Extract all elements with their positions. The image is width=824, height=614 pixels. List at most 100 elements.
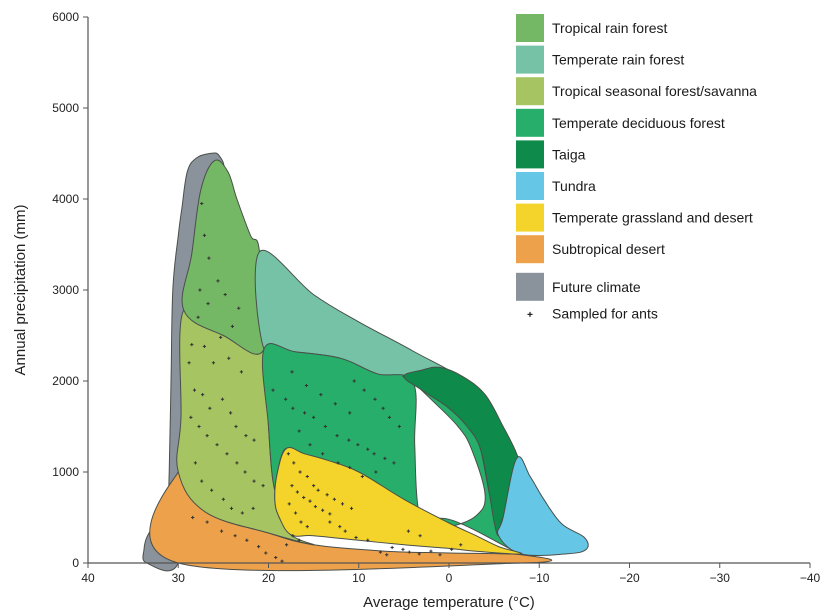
sample-point bbox=[210, 488, 214, 492]
sample-point bbox=[335, 434, 339, 438]
sample-point bbox=[302, 495, 306, 500]
region-tundra bbox=[497, 456, 589, 557]
legend-swatch bbox=[516, 14, 544, 42]
sample-point bbox=[385, 553, 389, 557]
sample-point bbox=[378, 550, 383, 554]
sample-point bbox=[240, 511, 244, 515]
sample-point bbox=[438, 553, 442, 557]
sample-point bbox=[208, 406, 212, 410]
legend-swatch bbox=[516, 235, 544, 264]
sample-point bbox=[227, 356, 231, 360]
sample-point bbox=[219, 335, 223, 339]
y-tick-label: 0 bbox=[72, 556, 79, 570]
sample-point bbox=[387, 415, 392, 419]
sample-point bbox=[202, 233, 207, 237]
sample-point bbox=[200, 201, 204, 206]
axes: 0 1000 2000 3000 4000 5000 6000 40 30 20 10 0 −10 −20… bbox=[12, 10, 821, 611]
x-tick-label: −20 bbox=[619, 571, 640, 585]
sample-point bbox=[407, 550, 411, 554]
legend-label: Taiga bbox=[552, 146, 586, 162]
sample-point bbox=[340, 502, 345, 506]
sample-point bbox=[374, 470, 378, 474]
y-tick-label: 6000 bbox=[52, 10, 79, 24]
legend-item-taiga: Taiga bbox=[516, 140, 586, 169]
sample-point bbox=[360, 474, 364, 479]
x-tick-label: 0 bbox=[446, 571, 453, 585]
sample-point bbox=[338, 525, 342, 529]
x-tick-label: −40 bbox=[800, 571, 821, 585]
sample-point bbox=[308, 499, 312, 503]
sample-point bbox=[304, 383, 309, 388]
sample-point bbox=[230, 324, 234, 328]
y-tick-label: 1000 bbox=[52, 465, 79, 479]
sample-point bbox=[312, 415, 316, 419]
sample-point bbox=[297, 429, 301, 433]
sample-point bbox=[325, 493, 329, 497]
sample-point bbox=[356, 443, 360, 447]
sample-point bbox=[295, 490, 299, 494]
sample-point bbox=[308, 443, 312, 447]
legend-swatch bbox=[516, 140, 544, 169]
sample-point bbox=[348, 465, 352, 470]
sample-point bbox=[237, 306, 241, 310]
legend-plus-marker bbox=[527, 311, 533, 317]
sample-point bbox=[328, 520, 332, 524]
region-tropical-rain-forest bbox=[181, 159, 267, 355]
legend-item-future-climate: Future climate bbox=[516, 272, 641, 301]
sample-point bbox=[347, 438, 351, 442]
sample-point bbox=[252, 438, 256, 442]
x-tick-label: 40 bbox=[81, 571, 95, 585]
sample-point bbox=[305, 474, 309, 479]
sample-point bbox=[323, 424, 327, 429]
y-tick-label: 2000 bbox=[52, 374, 79, 388]
legend-item-temperate-deciduous-forest: Temperate deciduous forest bbox=[516, 108, 725, 137]
x-tick-label: −30 bbox=[710, 571, 731, 585]
legend-swatch bbox=[516, 77, 544, 106]
legend-item-sampled-for-ants: Sampled for ants bbox=[527, 305, 658, 321]
x-axis-title: Average temperature (°C) bbox=[363, 594, 535, 611]
sample-point bbox=[303, 411, 307, 415]
sample-point bbox=[406, 529, 410, 533]
sample-point bbox=[220, 397, 225, 401]
legend-item-temperate-grassland-and-desert: Temperate grassland and desert bbox=[516, 203, 753, 232]
y-axis-title: Annual precipitation (mm) bbox=[12, 205, 29, 376]
sample-point bbox=[298, 470, 302, 474]
legend-label: Temperate deciduous forest bbox=[552, 115, 725, 131]
sample-point bbox=[297, 538, 301, 542]
sample-point bbox=[343, 529, 347, 533]
sample-point bbox=[193, 461, 197, 465]
sample-point bbox=[228, 411, 233, 415]
sample-point bbox=[216, 279, 220, 283]
sample-point bbox=[187, 361, 191, 365]
sample-point bbox=[192, 388, 197, 392]
legend-label: Tropical seasonal forest/savanna bbox=[552, 83, 757, 99]
sample-point bbox=[274, 555, 278, 560]
sample-point bbox=[264, 551, 268, 555]
sample-point bbox=[284, 397, 288, 401]
sample-point bbox=[321, 508, 325, 512]
legend: Tropical rain forest Temperate rain fores… bbox=[516, 14, 757, 321]
sample-point bbox=[245, 538, 249, 542]
legend-swatch bbox=[516, 172, 544, 200]
sample-point bbox=[450, 547, 454, 551]
sample-point bbox=[401, 547, 405, 551]
sample-point bbox=[286, 452, 290, 456]
x-tick-label: 20 bbox=[262, 571, 276, 585]
sample-point bbox=[292, 461, 296, 465]
legend-label: Temperate rain forest bbox=[552, 52, 684, 68]
sample-point bbox=[352, 379, 356, 383]
sample-point bbox=[418, 534, 422, 538]
sample-point bbox=[366, 538, 370, 542]
biome-regions bbox=[142, 152, 589, 572]
sample-point bbox=[196, 315, 200, 319]
legend-label: Future climate bbox=[552, 279, 641, 295]
sampled-points bbox=[187, 201, 463, 563]
legend-label: Subtropical desert bbox=[552, 241, 665, 257]
sample-point bbox=[381, 406, 385, 410]
legend-swatch bbox=[516, 108, 544, 137]
sample-point bbox=[319, 393, 323, 397]
sample-point bbox=[316, 488, 320, 492]
sample-point bbox=[293, 511, 298, 515]
